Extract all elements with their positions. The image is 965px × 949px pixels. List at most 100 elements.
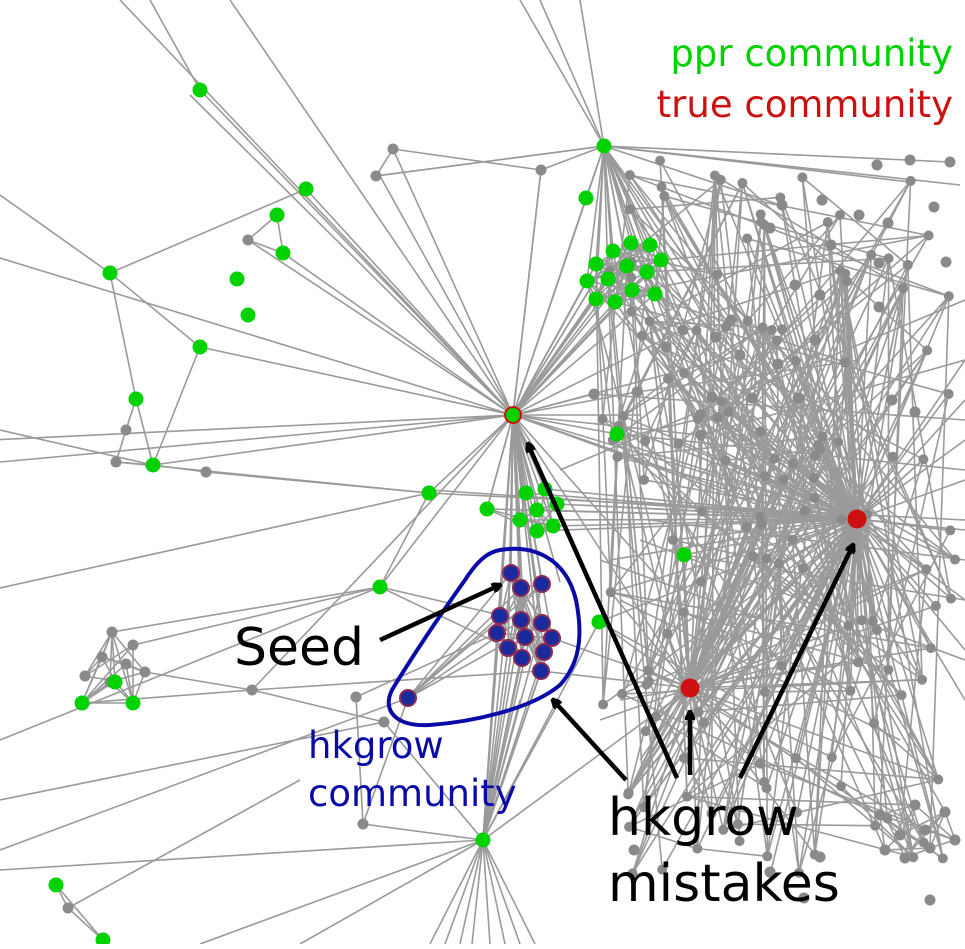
graph-node	[874, 258, 885, 269]
graph-node	[903, 260, 913, 270]
ppr-node	[276, 246, 291, 261]
graph-edge	[393, 149, 541, 170]
graph-node	[910, 407, 921, 418]
graph-node	[679, 368, 689, 378]
graph-edge	[483, 840, 535, 944]
graph-node	[778, 475, 788, 485]
graph-node	[945, 157, 956, 168]
ppr-node	[601, 272, 616, 287]
graph-edge	[0, 195, 110, 273]
ppr-node	[126, 696, 141, 711]
ppr-node	[129, 392, 144, 407]
ppr-node	[643, 238, 658, 253]
graph-node	[897, 690, 907, 700]
ppr-node	[640, 265, 655, 280]
graph-node	[589, 389, 600, 400]
ppr-node	[530, 503, 545, 518]
hkgrow-node	[500, 640, 516, 656]
graph-node	[742, 234, 752, 244]
graph-node	[872, 160, 883, 171]
graph-edge	[300, 840, 483, 944]
graph-node	[388, 144, 399, 155]
graph-node	[696, 409, 706, 419]
graph-node	[679, 753, 689, 763]
graph-node	[243, 235, 254, 246]
graph-node	[921, 564, 931, 574]
graph-edge	[765, 691, 851, 692]
graph-node	[772, 335, 782, 345]
graph-edge	[429, 415, 513, 493]
graph-node	[941, 257, 952, 268]
graph-node	[866, 250, 876, 260]
ppr-node	[624, 236, 639, 251]
graph-edge	[153, 415, 513, 465]
mistake-arrow	[553, 700, 626, 780]
graph-node	[872, 625, 882, 635]
graph-node	[655, 156, 665, 166]
graph-node	[756, 217, 766, 227]
graph-node	[626, 307, 636, 317]
ppr-node	[75, 696, 90, 711]
graph-node	[737, 178, 747, 188]
graph-node	[823, 217, 833, 227]
graph-edge	[0, 415, 513, 440]
graph-node	[632, 387, 643, 398]
graph-edge	[380, 493, 429, 587]
graph-node	[618, 411, 628, 421]
hkgrow-node	[513, 580, 529, 596]
graph-node	[790, 280, 801, 291]
graph-edge	[608, 279, 628, 794]
graph-node	[835, 266, 845, 276]
graph-node	[735, 350, 746, 361]
central-hub-node	[505, 407, 521, 423]
graph-node	[97, 652, 108, 663]
graph-node	[661, 342, 672, 353]
graph-node	[777, 661, 787, 671]
graph-node	[918, 454, 928, 464]
graph-node	[833, 437, 843, 447]
graph-node	[716, 175, 726, 185]
graph-node	[809, 473, 819, 483]
graph-node	[694, 707, 704, 717]
hkgrow-node	[492, 608, 508, 624]
hkgrow-node	[517, 629, 533, 645]
hkgrow-node	[400, 690, 416, 706]
graph-edge	[116, 462, 429, 493]
graph-node	[857, 615, 867, 625]
graph-node	[765, 223, 776, 234]
hkgrow-node	[514, 650, 530, 666]
graph-node	[797, 172, 807, 182]
graph-node	[945, 525, 955, 535]
ppr-node	[589, 292, 604, 307]
graph-node	[760, 687, 770, 697]
graph-node	[774, 559, 784, 569]
graph-edge	[408, 616, 500, 698]
graph-node	[895, 830, 906, 841]
graph-node	[711, 332, 722, 343]
ppr-node	[422, 486, 437, 501]
graph-node	[713, 412, 723, 422]
legend-true-community: true community	[657, 79, 953, 130]
graph-node	[883, 218, 894, 229]
hkgrow-node	[503, 565, 519, 581]
ppr-node	[606, 244, 621, 259]
graph-node	[128, 640, 139, 651]
graph-node	[643, 665, 653, 675]
ppr-node	[270, 208, 285, 223]
graph-node	[769, 454, 779, 464]
graph-edge	[513, 299, 596, 415]
ppr-hub-node	[597, 139, 612, 154]
hkgrow-node	[536, 644, 552, 660]
hkgrow-node	[534, 615, 550, 631]
graph-node	[371, 171, 382, 182]
graph-node	[121, 659, 132, 670]
ppr-node	[589, 257, 604, 272]
graph-node	[929, 202, 940, 213]
graph-node	[900, 853, 911, 864]
graph-node	[351, 692, 362, 703]
ppr-node	[513, 513, 528, 528]
graph-node	[815, 290, 826, 301]
hkgrow-node	[489, 625, 505, 641]
graph-node	[247, 685, 258, 696]
graph-edge	[0, 840, 483, 870]
